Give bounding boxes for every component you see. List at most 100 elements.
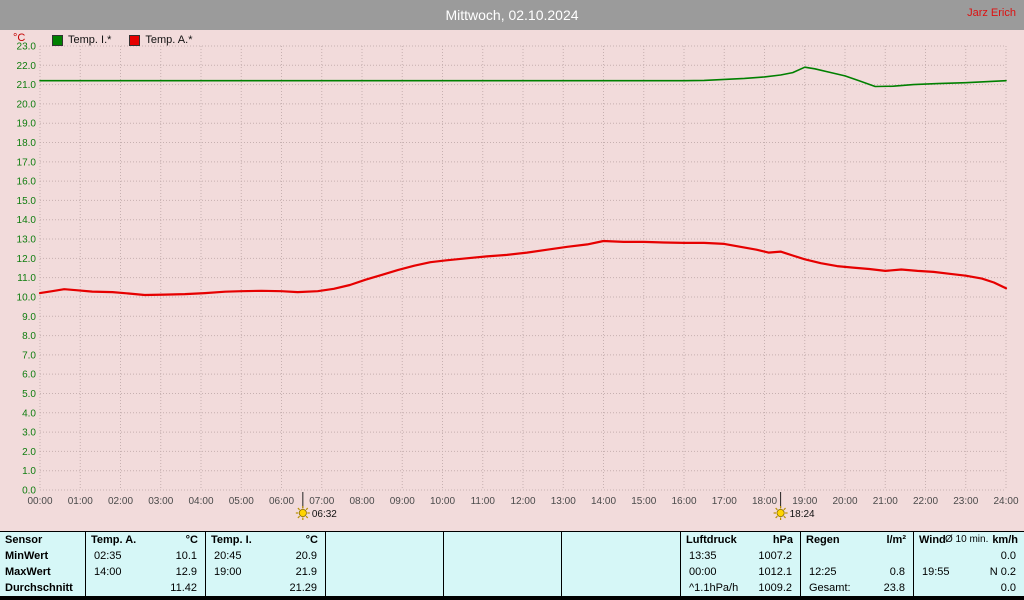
stat-value: 21.29 — [289, 582, 317, 594]
y-tick-label: 10.0 — [17, 292, 37, 303]
chart-canvas: 00:00 01:00 02:00 03:00 04:00 05:00 06:00 07:00… — [17, 42, 1019, 520]
stat-value: 1012.1 — [758, 566, 792, 578]
stats-row-label: MaxWert — [5, 566, 51, 578]
temp-i-swatch-icon — [52, 34, 63, 46]
author-label: Jarz Erich — [967, 7, 1016, 19]
temp-i-series-line — [39, 66, 1007, 88]
y-tick-label: 18.0 — [17, 138, 37, 149]
stat-time: 14:00 — [94, 566, 122, 578]
page-title: Mittwoch, 02.10.2024 — [445, 7, 579, 23]
y-axis-unit-label: °C — [13, 32, 26, 44]
sensor-name: Luftdruck — [686, 534, 737, 546]
stat-time: 19:55 — [922, 566, 950, 578]
x-tick-label: 06:00 — [269, 496, 294, 507]
stats-column-divider — [680, 532, 681, 596]
x-tick-label: 23:00 — [953, 496, 978, 507]
y-tick-label: 19.0 — [17, 119, 37, 130]
y-tick-label: 16.0 — [17, 177, 37, 188]
title-bar: Mittwoch, 02.10.2024 Jarz Erich — [0, 0, 1024, 30]
x-tick-label: 17:00 — [712, 496, 737, 507]
stats-column-divider — [85, 532, 86, 596]
x-tick-label: 21:00 — [873, 496, 898, 507]
sunrise-sun-icon — [295, 506, 310, 520]
x-tick-label: 07:00 — [309, 496, 334, 507]
x-tick-label: 14:00 — [591, 496, 616, 507]
stats-column-divider — [205, 532, 206, 596]
x-tick-label: 09:00 — [390, 496, 415, 507]
stat-value: 10.1 — [175, 550, 197, 562]
stats-column-divider — [913, 532, 914, 596]
temp-a-series-line — [38, 239, 1008, 297]
y-tick-label: 15.0 — [17, 196, 37, 207]
stats-table: Sensor MinWert MaxWert Durchschnitt Temp. A.… — [0, 531, 1024, 596]
y-tick-label: 1.0 — [22, 466, 36, 477]
stat-time: 19:00 — [214, 566, 242, 578]
stat-value: 0.0 — [1000, 582, 1016, 594]
stat-time: 12:25 — [809, 566, 837, 578]
sun-marker-time: 18:24 — [790, 509, 815, 520]
legend-label: Temp. I.* — [68, 34, 112, 46]
legend-label: Temp. A.* — [145, 34, 193, 46]
stats-column-divider — [561, 532, 562, 596]
x-tick-label: 13:00 — [551, 496, 576, 507]
stat-value: 0.0 — [1000, 550, 1016, 562]
x-tick-label: 24:00 — [993, 496, 1018, 507]
stat-time: 20:45 — [214, 550, 242, 562]
stat-value: 0.8 — [889, 566, 905, 578]
sensor-name: Temp. I. — [211, 534, 252, 546]
bottom-bar — [0, 596, 1024, 600]
stats-row-label: Sensor — [5, 534, 43, 546]
stats-column-divider — [800, 532, 801, 596]
temp-a-swatch-icon — [129, 34, 141, 46]
stat-time: Gesamt: — [809, 582, 851, 594]
sunset-sun-icon — [773, 506, 788, 520]
y-tick-label: 23.0 — [17, 42, 37, 53]
stat-value: 11.42 — [170, 582, 197, 594]
stat-time: 00:00 — [689, 566, 717, 578]
sensor-unit: km/h — [992, 534, 1018, 546]
stat-value: 23.8 — [883, 582, 905, 594]
y-tick-label: 3.0 — [22, 428, 36, 439]
x-tick-label: 22:00 — [913, 496, 938, 507]
stat-time: 13:35 — [689, 550, 717, 562]
chart-region: 00:00 01:00 02:00 03:00 04:00 05:00 06:00 07:00… — [0, 30, 1024, 531]
x-tick-label: 16:00 — [671, 496, 696, 507]
x-tick-label: 04:00 — [188, 496, 213, 507]
sensor-name: Regen — [806, 534, 840, 546]
stat-value: 12.9 — [175, 566, 197, 578]
sensor-name: Wind — [919, 534, 946, 546]
x-tick-label: 10:00 — [430, 496, 455, 507]
x-tick-label: 18:00 — [752, 496, 777, 507]
stats-row-label: Durchschnitt — [5, 582, 73, 594]
y-tick-label: 0.0 — [22, 486, 36, 497]
x-tick-label: 03:00 — [148, 496, 173, 507]
x-tick-label: 02:00 — [108, 496, 133, 507]
legend-item-temp-a: Temp. A.* — [129, 34, 192, 46]
sunset-sun-marker: 18:24 — [773, 492, 815, 520]
y-tick-label: 7.0 — [22, 350, 36, 361]
stats-column-divider — [325, 532, 326, 596]
y-tick-label: 6.0 — [22, 370, 36, 381]
x-tick-label: 12:00 — [510, 496, 535, 507]
sensor-unit: °C — [305, 534, 318, 546]
stat-time: 02:35 — [94, 550, 122, 562]
stat-time: ^1.1hPa/h — [689, 582, 739, 594]
x-tick-label: 00:00 — [27, 496, 52, 507]
x-tick-label: 19:00 — [792, 496, 817, 507]
sunrise-sun-marker: 06:32 — [295, 492, 337, 520]
stat-value: 20.9 — [295, 550, 317, 562]
y-tick-label: 9.0 — [22, 312, 36, 323]
x-tick-label: 20:00 — [832, 496, 857, 507]
sensor-unit: °C — [185, 534, 198, 546]
x-tick-label: 08:00 — [349, 496, 374, 507]
wind-avg-note: Ø 10 min. — [945, 534, 989, 545]
stats-column-divider — [443, 532, 444, 596]
y-tick-label: 13.0 — [17, 235, 37, 246]
x-tick-label: 15:00 — [631, 496, 656, 507]
sensor-unit: hPa — [772, 534, 793, 546]
y-tick-label: 2.0 — [22, 447, 36, 458]
x-tick-label: 11:00 — [471, 496, 496, 507]
y-tick-label: 5.0 — [22, 389, 36, 400]
x-tick-label: 05:00 — [229, 496, 254, 507]
legend: Temp. I.* Temp. A.* — [52, 34, 192, 46]
